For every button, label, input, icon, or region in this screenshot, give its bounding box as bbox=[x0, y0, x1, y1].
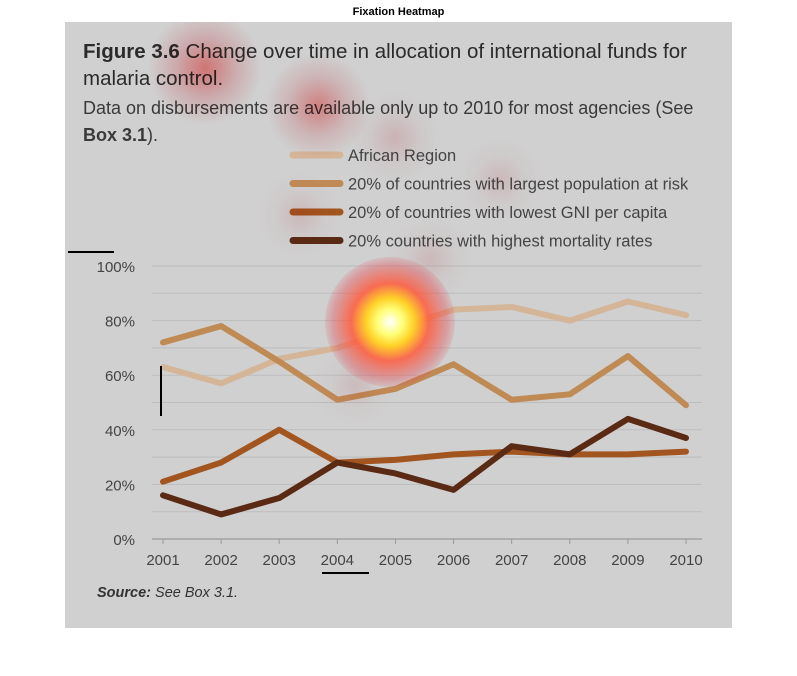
x-tick-label: 2007 bbox=[495, 552, 528, 569]
heatmap-window-title: Fixation Heatmap bbox=[352, 6, 445, 18]
y-tick-label: 20% bbox=[105, 477, 135, 494]
series-line bbox=[160, 426, 689, 485]
x-tick-label: 2001 bbox=[146, 552, 179, 569]
y-tick-label: 80% bbox=[105, 314, 135, 331]
figure-subtitle-box: Box 3.1 bbox=[83, 125, 148, 145]
source-label: Source: bbox=[97, 585, 151, 601]
x-axis: 2001 2002 2003 2004 2005 2006 2007 2008 2009 2010 bbox=[146, 539, 703, 569]
series-line bbox=[160, 323, 689, 409]
series-line bbox=[160, 415, 689, 518]
chart-legend: African Region 20% of countries with larg… bbox=[289, 147, 689, 251]
chart-series bbox=[160, 298, 689, 518]
y-axis: 0% 20% 40% 60% 80% 100% bbox=[97, 259, 135, 549]
legend-label: 20% of countries with lowest GNI per cap… bbox=[348, 204, 668, 222]
y-tick-label: 40% bbox=[105, 423, 135, 440]
line-chart: African Region 20% of countries with larg… bbox=[97, 147, 703, 569]
x-tick-label: 2009 bbox=[611, 552, 644, 569]
x-tick-label: 2003 bbox=[263, 552, 296, 569]
annotation-mark-left bbox=[160, 366, 162, 416]
legend-label: African Region bbox=[348, 147, 456, 165]
x-tick-label: 2010 bbox=[669, 552, 702, 569]
x-tick-label: 2004 bbox=[321, 552, 354, 569]
x-tick-label: 2006 bbox=[437, 552, 470, 569]
figure-subtitle-end: ). bbox=[147, 125, 159, 145]
y-tick-label: 0% bbox=[113, 532, 135, 549]
annotation-mark-bottom bbox=[322, 572, 369, 574]
y-tick-label: 100% bbox=[97, 259, 135, 276]
x-tick-label: 2005 bbox=[379, 552, 412, 569]
legend-label: 20% countries with highest mortality rat… bbox=[348, 233, 652, 251]
y-tick-label: 60% bbox=[105, 368, 135, 385]
source-text: See Box 3.1. bbox=[155, 585, 239, 601]
x-tick-label: 2008 bbox=[553, 552, 586, 569]
figure-source: Source: See Box 3.1. bbox=[97, 585, 238, 601]
annotation-mark-top-left bbox=[68, 251, 114, 253]
figure-panel: Figure 3.6 Change over time in allocatio… bbox=[65, 22, 732, 628]
x-tick-label: 2002 bbox=[204, 552, 237, 569]
legend-label: 20% of countries with largest population… bbox=[348, 176, 689, 194]
